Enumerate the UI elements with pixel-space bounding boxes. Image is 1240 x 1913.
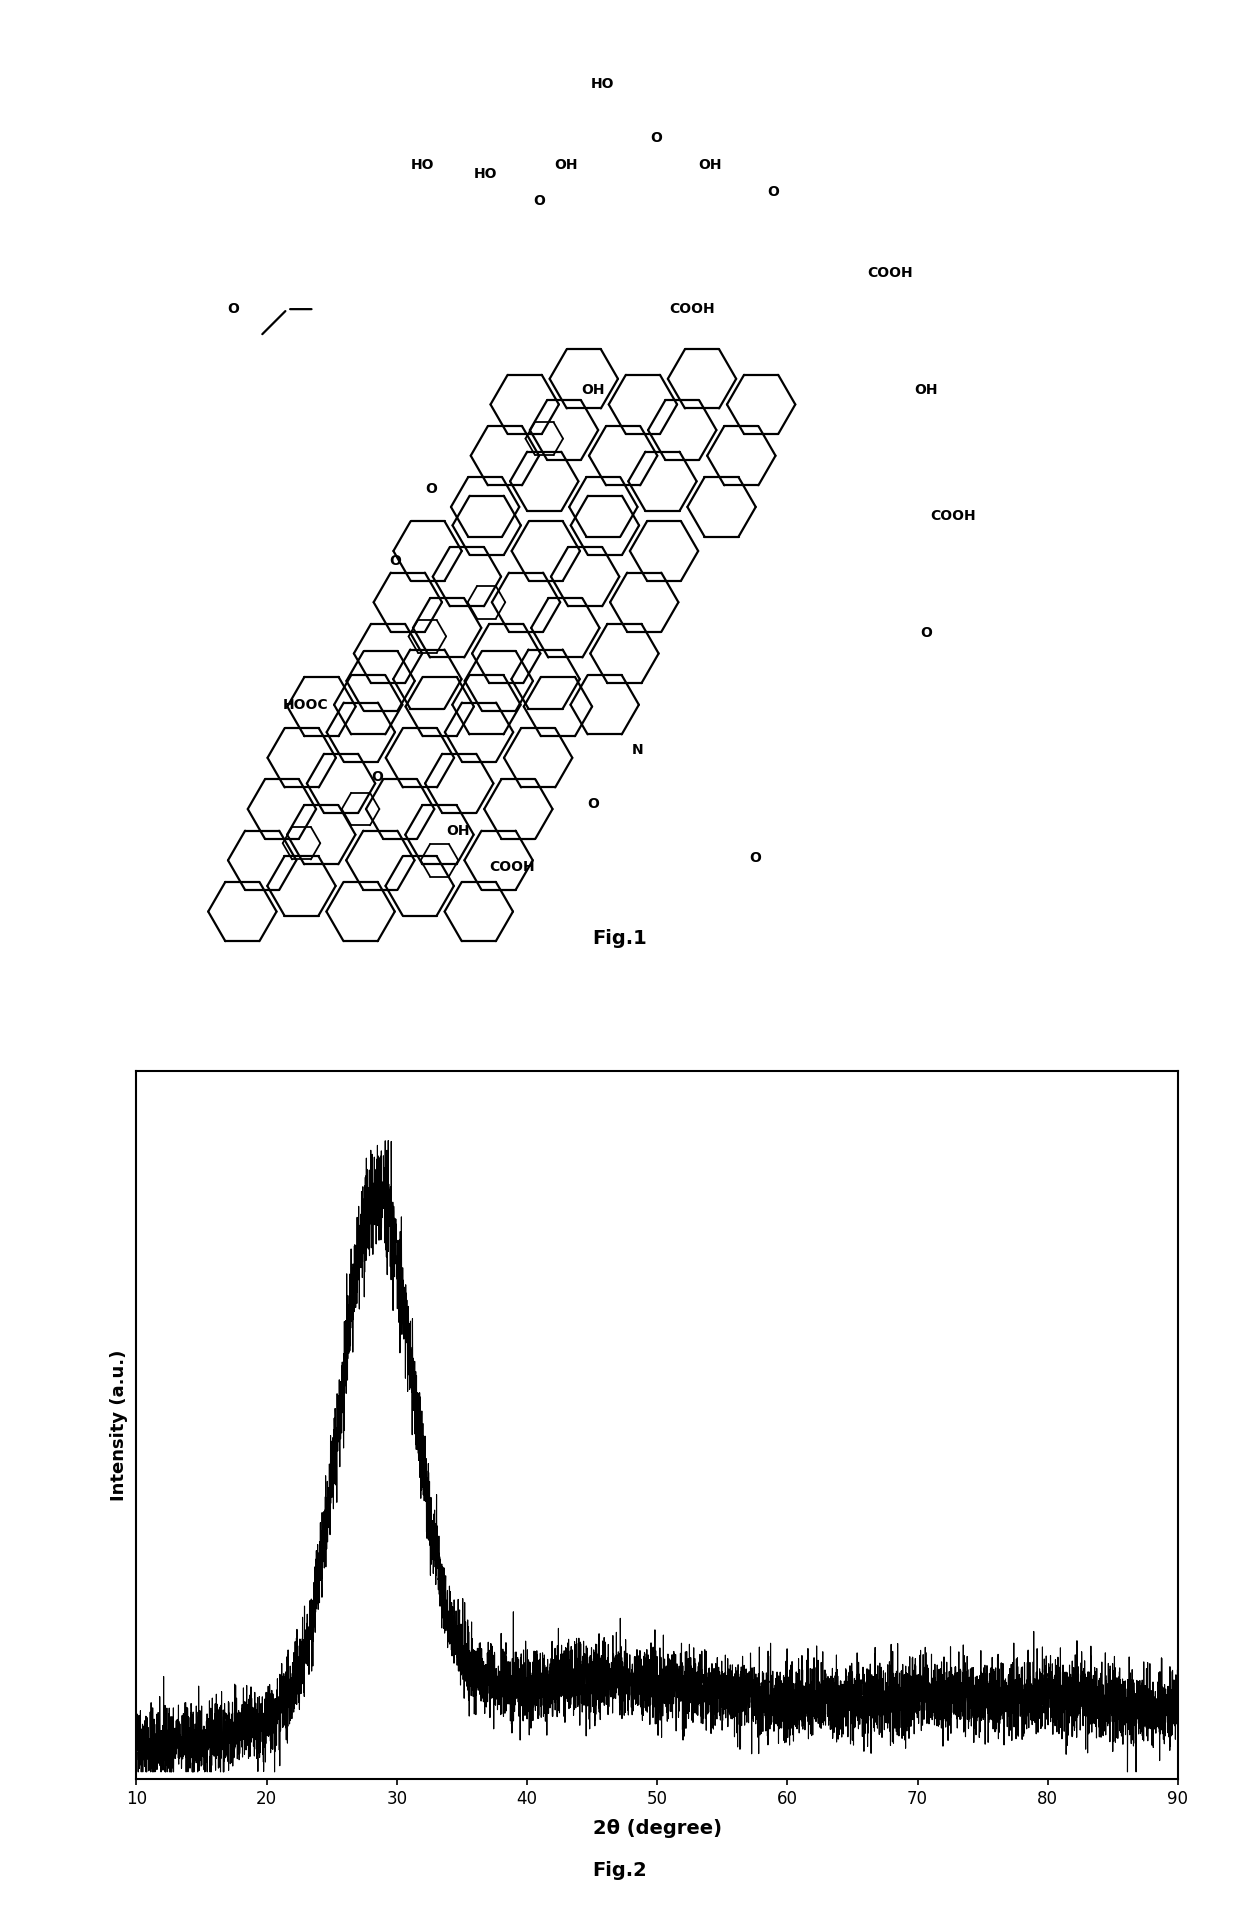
Text: Fig.2: Fig.2 [593, 1861, 647, 1880]
Text: HO: HO [410, 159, 434, 172]
Text: OH: OH [698, 159, 722, 172]
Text: O: O [389, 555, 402, 568]
Text: COOH: COOH [867, 266, 913, 279]
Text: HOOC: HOOC [283, 698, 329, 712]
Text: OH: OH [554, 159, 578, 172]
Text: O: O [587, 796, 599, 811]
Text: HO: HO [590, 77, 614, 92]
Text: O: O [920, 626, 931, 639]
Text: Fig.1: Fig.1 [593, 930, 647, 949]
Text: N: N [632, 742, 644, 758]
Text: O: O [533, 195, 546, 209]
Text: COOH: COOH [490, 859, 534, 874]
Text: O: O [425, 482, 438, 495]
Text: O: O [766, 186, 779, 199]
Text: HO: HO [474, 166, 497, 182]
Text: O: O [650, 132, 662, 145]
Text: O: O [371, 769, 383, 784]
Text: COOH: COOH [930, 509, 976, 522]
Text: O: O [749, 851, 761, 865]
Text: OH: OH [582, 383, 605, 398]
Text: OH: OH [914, 383, 937, 398]
Text: O: O [227, 302, 239, 316]
Text: OH: OH [446, 825, 470, 838]
Y-axis label: Intensity (a.u.): Intensity (a.u.) [110, 1349, 128, 1502]
Text: COOH: COOH [670, 302, 714, 316]
X-axis label: 2θ (degree): 2θ (degree) [593, 1819, 722, 1838]
